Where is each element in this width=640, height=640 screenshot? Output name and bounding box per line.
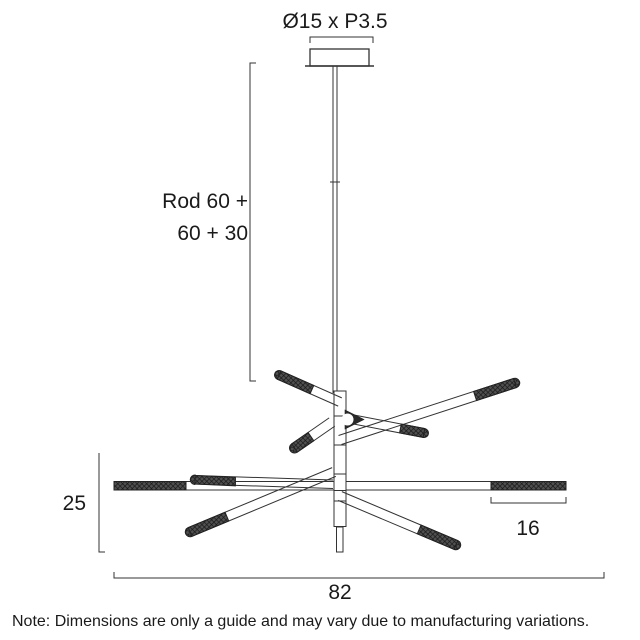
svg-text:82: 82 bbox=[328, 581, 351, 604]
svg-text:Note: Dimensions are only a gu: Note: Dimensions are only a guide and ma… bbox=[12, 613, 589, 630]
svg-text:Ø15 x P3.5: Ø15 x P3.5 bbox=[282, 10, 387, 33]
svg-text:25: 25 bbox=[63, 492, 86, 515]
svg-text:60 + 30: 60 + 30 bbox=[177, 222, 248, 245]
svg-text:16: 16 bbox=[516, 517, 539, 540]
svg-text:Rod 60 +: Rod 60 + bbox=[162, 190, 248, 213]
